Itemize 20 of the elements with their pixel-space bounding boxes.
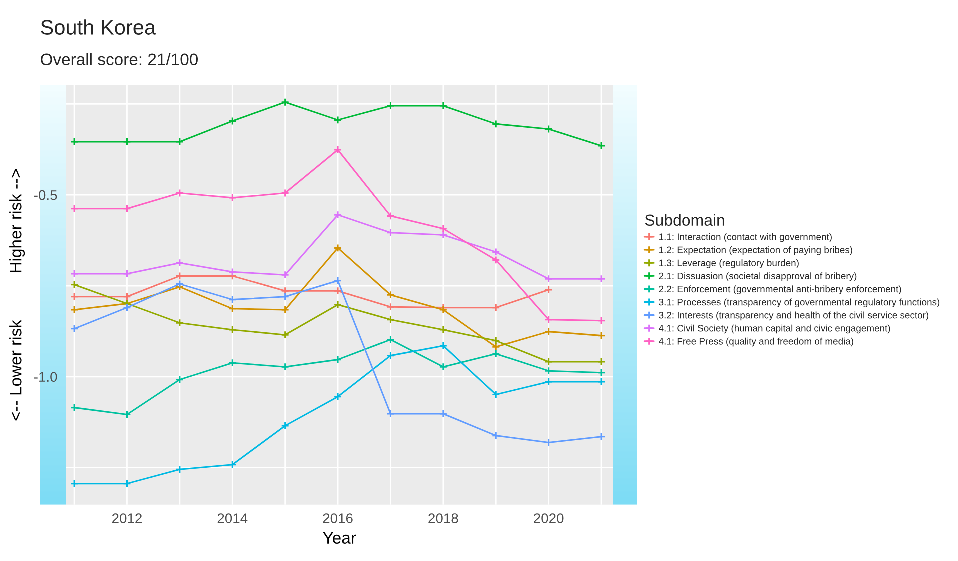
legend-title: Subdomain <box>645 214 724 226</box>
legend-label: 1.2: Expectation (expectation of paying bribes) <box>660 246 852 256</box>
legend-label: 1.3: Leverage (regulatory burden) <box>660 260 799 268</box>
chart-title: South Korea <box>41 20 156 35</box>
legend-label: 1.1: Interaction (contact with government) <box>660 233 832 242</box>
x-tick-label: 2014 <box>218 514 248 524</box>
x-tick-label: 2018 <box>428 514 458 524</box>
y-tick-label: -0.5 <box>34 190 58 200</box>
legend-label: 4.1: Free Press (quality and freedom of media) <box>658 338 854 347</box>
legend-label: 2.2: Enforcement (governmental anti-bribery enforcement) <box>659 286 902 294</box>
legend-label: 3.1: Processes (transparency of governmental regulatory functions) <box>659 298 940 308</box>
x-tick-label: 2012 <box>112 514 142 524</box>
legend-label: 3.2: Interests (transparency and health of the civil service sector) <box>659 312 929 321</box>
legend-label: 2.1: Dissuasion (societal disapproval of bribery) <box>659 272 857 282</box>
x-tick-label: 2020 <box>534 514 564 524</box>
legend-label: 4.1: Civil Society (human capital and civic engagement) <box>658 324 890 334</box>
x-axis-title: Year <box>323 532 356 544</box>
chart-subtitle: Overall score: 21/100 <box>41 53 198 66</box>
x-tick-label: 2016 <box>323 514 353 524</box>
y-axis-title: <-- Lower risk Higher risk --> <box>10 169 26 421</box>
